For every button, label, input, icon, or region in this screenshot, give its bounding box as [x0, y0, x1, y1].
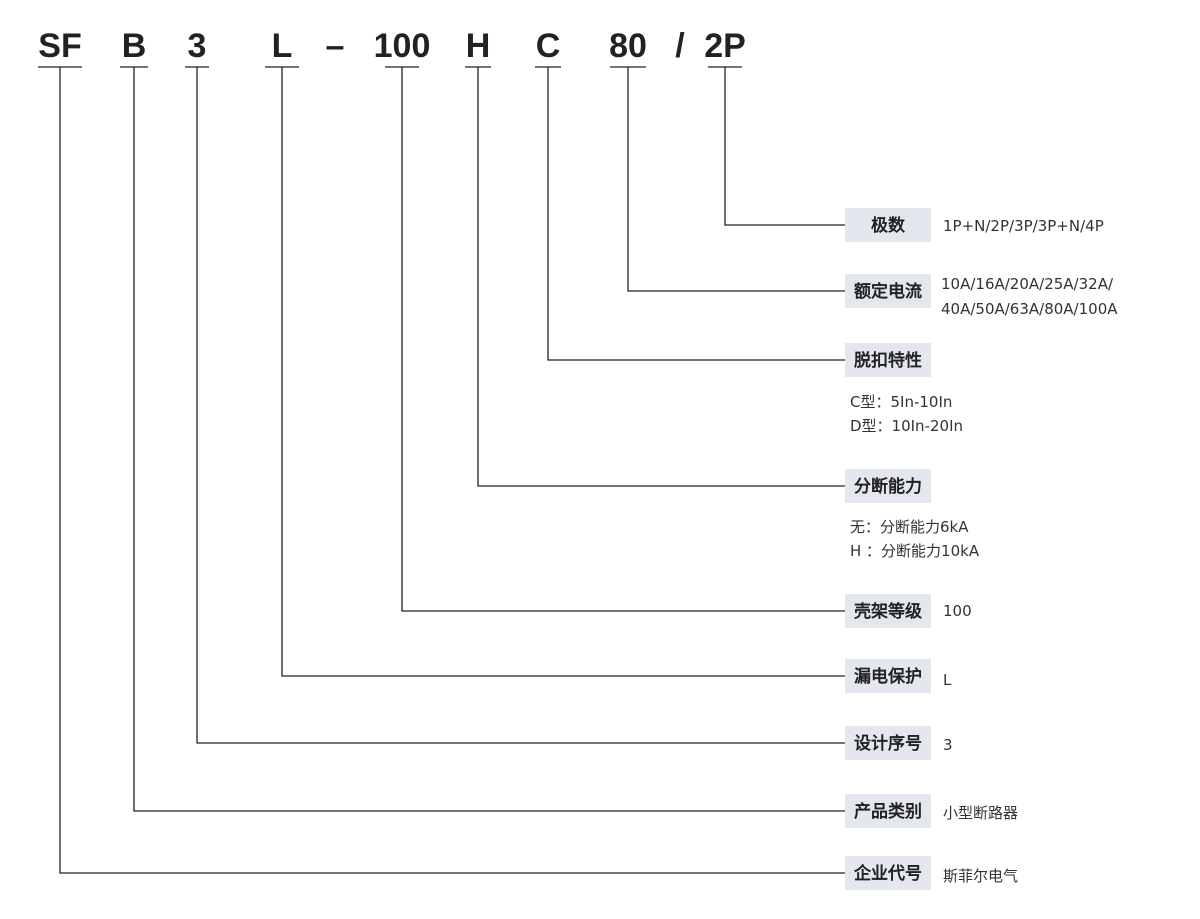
field-desc: 小型断路器	[943, 804, 1018, 822]
code-part: L	[272, 27, 293, 65]
field-label: 脱扣特性	[854, 350, 922, 371]
code-part: SF	[38, 27, 81, 65]
field-desc: 1P+N/2P/3P/3P+N/4P	[943, 217, 1104, 235]
field-label: 产品类别	[854, 801, 922, 822]
field-label: 极数	[871, 215, 906, 236]
label-box	[845, 659, 931, 693]
field-desc: 斯菲尔电气	[943, 867, 1018, 885]
leader-line	[196, 67, 845, 744]
label-box	[845, 856, 931, 890]
leader-line	[401, 67, 845, 612]
field-label: 分断能力	[854, 476, 922, 497]
label-box	[845, 208, 931, 242]
field-desc: 3	[943, 736, 953, 754]
field-desc: L	[943, 671, 952, 689]
field-desc: 40A/50A/63A/80A/100A	[941, 300, 1118, 318]
leader-line	[627, 67, 845, 292]
field-label: 企业代号	[853, 863, 922, 884]
leader-line	[724, 67, 845, 226]
code-part: 100	[374, 27, 431, 65]
label-box	[845, 343, 931, 377]
field-label: 漏电保护	[854, 666, 922, 687]
code-part: 80	[609, 27, 647, 65]
code-part: H	[466, 27, 491, 65]
label-box	[845, 469, 931, 503]
code-part: 2P	[704, 27, 746, 65]
label-box	[845, 726, 931, 760]
code-part: –	[326, 27, 345, 65]
code-part: B	[122, 27, 147, 65]
field-desc: 10A/16A/20A/25A/32A/	[941, 275, 1114, 293]
label-box	[845, 794, 931, 828]
label-box	[845, 274, 931, 308]
field-desc: D型：10In-20In	[850, 417, 963, 435]
field-label: 设计序号	[854, 733, 922, 754]
field-desc: H ：分断能力10kA	[850, 542, 980, 560]
leader-line	[133, 67, 845, 812]
field-label: 额定电流	[854, 281, 922, 302]
field-desc: 无：分断能力6kA	[850, 518, 969, 536]
leader-line	[477, 67, 845, 487]
code-part: 3	[188, 27, 207, 65]
leader-line	[59, 67, 845, 874]
label-box	[845, 594, 931, 628]
field-label: 壳架等级	[853, 601, 922, 622]
code-part: C	[536, 27, 561, 65]
leader-line	[547, 67, 845, 361]
field-desc: 100	[943, 602, 972, 620]
field-desc: C型：5In-10In	[850, 393, 952, 411]
leader-line	[281, 67, 845, 677]
code-part: /	[675, 27, 685, 65]
